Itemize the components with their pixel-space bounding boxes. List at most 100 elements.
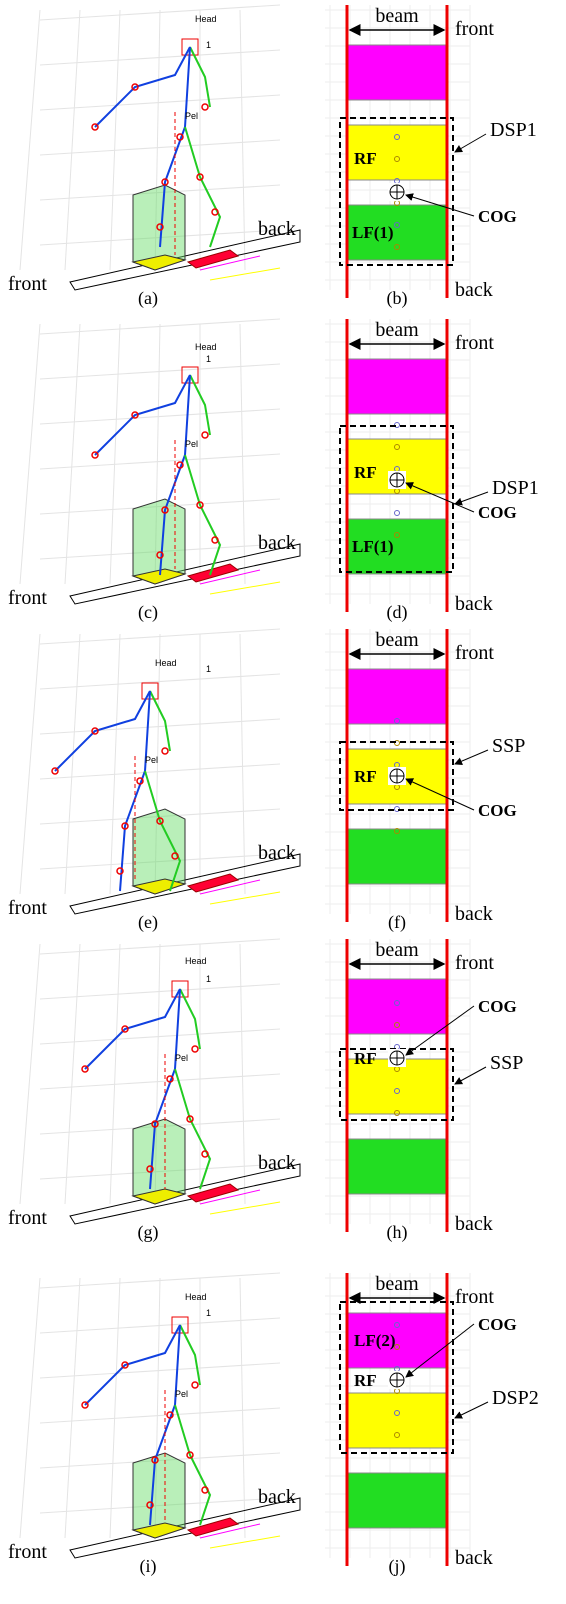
grid-line <box>40 409 280 424</box>
grid-line <box>65 634 80 894</box>
label-middle: RF <box>354 767 377 786</box>
grid-line <box>65 10 80 270</box>
label-bottom: LF(1) <box>352 223 394 242</box>
grid-line <box>40 984 280 999</box>
grid-line <box>65 1278 80 1538</box>
label-pelvis: Pel <box>175 1389 188 1399</box>
label-front: front <box>455 1286 494 1308</box>
grid-line <box>65 324 80 584</box>
label-back: back <box>258 532 296 554</box>
block-bottom <box>347 1473 447 1528</box>
label-back: back <box>258 1152 296 1174</box>
grid-line <box>240 1278 245 1538</box>
label-cog: COG <box>478 207 517 226</box>
label-front: front <box>8 273 47 295</box>
label-head: Head <box>195 14 217 24</box>
label-beam: beam <box>375 629 419 651</box>
grid-line <box>20 10 40 270</box>
grid-line <box>40 95 280 110</box>
label-cog: COG <box>478 997 517 1016</box>
grid-line <box>110 1278 120 1538</box>
block-top <box>347 669 447 724</box>
label-head: Head <box>185 956 207 966</box>
caption: (g) <box>138 1222 159 1243</box>
grid-line <box>20 944 40 1204</box>
skeleton-arm <box>85 1325 180 1405</box>
caption: (b) <box>387 288 408 309</box>
label-front: front <box>8 897 47 919</box>
label-pelvis: Pel <box>175 1053 188 1063</box>
label-back: back <box>455 1213 493 1235</box>
label-head: Head <box>185 1292 207 1302</box>
panel-row: Head 1 Pel back front (e) beam front back RF SSP CO… <box>8 629 525 933</box>
label-bottom: LF(1) <box>352 537 394 556</box>
label-phase: SSP <box>492 735 525 757</box>
figure: Head1Pelbackfront(a)beamfrontbackRFLF(1)… <box>0 0 566 1604</box>
label-phase: DSP1 <box>490 119 537 141</box>
label-cog: COG <box>478 503 517 522</box>
grid-line <box>240 944 245 1204</box>
other-foot <box>188 1184 238 1202</box>
panel-row: Head1Pelbackfront(c)beamfrontbackRFLF(1)… <box>8 319 539 623</box>
grid-line <box>110 944 120 1204</box>
label-middle: RF <box>354 149 377 168</box>
label-middle: RF <box>354 1371 377 1390</box>
grid-line <box>110 634 120 894</box>
caption: (j) <box>389 1556 406 1577</box>
skeleton-arm <box>180 1325 200 1385</box>
block-middle <box>347 1393 447 1448</box>
label-front: front <box>8 1207 47 1229</box>
label-phase: SSP <box>490 1052 523 1074</box>
label-cog: COG <box>478 801 517 820</box>
skeleton-arm <box>180 989 200 1049</box>
grid-line <box>110 324 120 584</box>
label-pelvis: Pel <box>185 439 198 449</box>
label-back: back <box>258 218 296 240</box>
label-cog: COG <box>478 1315 517 1334</box>
label-beam: beam <box>375 939 419 961</box>
skeleton-arm <box>150 691 170 751</box>
grid-line <box>65 944 80 1204</box>
grid-line <box>40 140 280 155</box>
marker <box>192 1382 198 1388</box>
label-pelvis: Pel <box>185 111 198 121</box>
label-back: back <box>258 842 296 864</box>
label-middle: RF <box>354 463 377 482</box>
label-beam: beam <box>375 319 419 341</box>
label-front: front <box>455 642 494 664</box>
grid-line <box>20 1278 40 1538</box>
label-beam: beam <box>375 1273 419 1295</box>
label-phase: DSP1 <box>492 477 539 499</box>
caption: (d) <box>387 602 408 623</box>
label-back: back <box>455 279 493 301</box>
caption: (c) <box>138 602 158 623</box>
block-top <box>347 979 447 1034</box>
grid-line <box>110 10 120 270</box>
other-foot <box>188 1518 238 1536</box>
caption: (e) <box>138 912 158 933</box>
grid-line <box>40 764 280 779</box>
grid-line <box>40 364 280 379</box>
label-front: front <box>455 952 494 974</box>
label-pelvis: Pel <box>145 755 158 765</box>
label-scale: 1 <box>206 354 211 364</box>
grid-line <box>40 1318 280 1333</box>
label-front: front <box>455 18 494 40</box>
label-head: Head <box>155 658 177 668</box>
block-bottom <box>347 829 447 884</box>
grid-line <box>240 634 245 894</box>
phase-arrow <box>455 750 488 764</box>
grid-line <box>20 324 40 584</box>
label-front: front <box>455 332 494 354</box>
block-bottom <box>347 1139 447 1194</box>
label-beam: beam <box>375 5 419 27</box>
grid-line <box>240 324 245 584</box>
panel-row: Head1Pelbackfront(i)beamfrontbackLF(2)RF… <box>8 1273 539 1577</box>
caption: (i) <box>140 1556 157 1577</box>
marker <box>162 748 168 754</box>
label-back: back <box>455 903 493 925</box>
grid-line <box>40 454 280 469</box>
label-back: back <box>455 593 493 615</box>
label-scale: 1 <box>206 664 211 674</box>
